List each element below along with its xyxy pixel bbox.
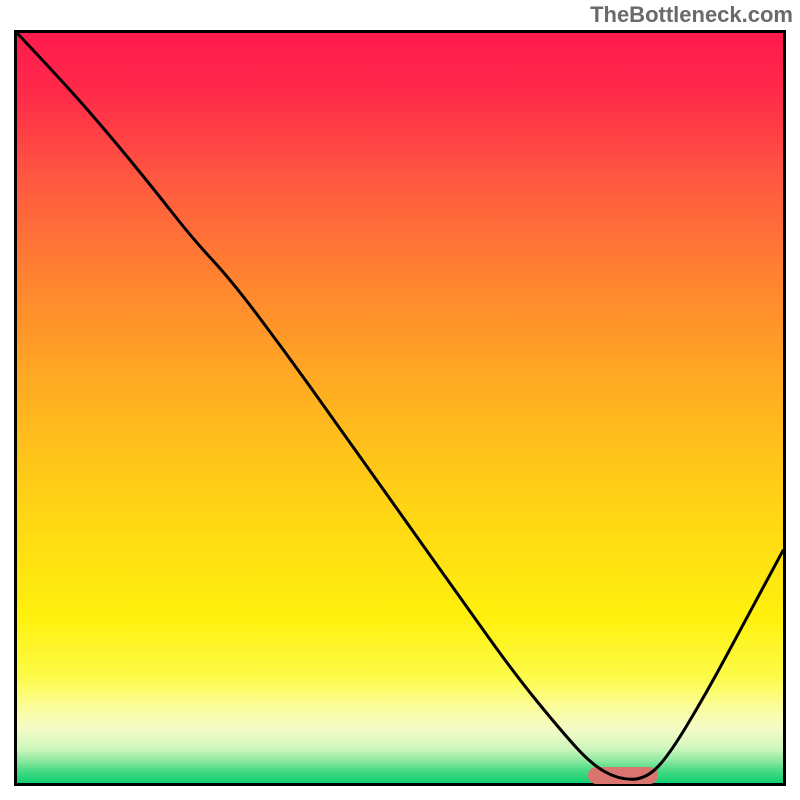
curve-svg [17,33,783,783]
bottleneck-curve [17,33,783,779]
plot-frame [14,30,786,786]
watermark-text: TheBottleneck.com [590,2,793,28]
